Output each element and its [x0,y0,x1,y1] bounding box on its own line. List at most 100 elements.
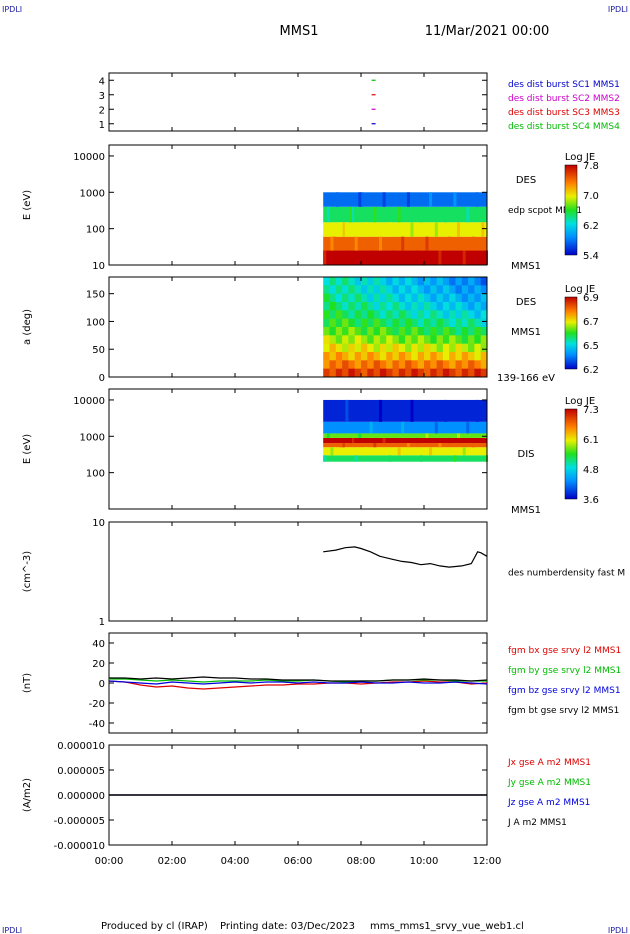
heatmap-cell [430,318,438,328]
heatmap-cell [430,302,438,311]
heatmap-cell [406,192,410,207]
heatmap-cell [342,327,349,336]
heatmap-cell [342,285,349,295]
y-tick-label: -20 [89,699,105,710]
panel-label-bottom: MMS1 [511,505,541,516]
y-tick-label: 0.000010 [57,741,105,752]
y-tick-label: 3 [99,91,105,102]
corner-label-bottom-right: IPDLI [608,926,628,934]
heatmap-cell [430,277,438,286]
heatmap-cell [354,310,362,320]
heatmap-cell [392,335,400,345]
heatmap-cell [329,327,337,336]
heatmap-cell [388,222,392,237]
heatmap-cell [354,302,362,311]
heatmap-cell [434,222,438,237]
heatmap-cell [348,285,356,295]
legend-entry: J A m2 MMS1 [507,818,567,828]
heatmap-cell [348,327,356,336]
heatmap-cell [358,192,362,207]
heatmap-cell [455,327,463,336]
heatmap-cell [386,285,393,295]
heatmap-cell [348,293,356,303]
heatmap-cell [401,421,405,434]
heatmap-cell [354,318,362,328]
heatmap-cell [354,335,362,345]
heatmap-cell [379,293,387,303]
heatmap-cell [379,368,387,378]
heatmap-cell [386,352,393,361]
heatmap-cell [361,352,368,361]
heatmap-cell [442,335,450,345]
heatmap-cell [342,318,349,328]
heatmap-cell [434,421,438,434]
series-line [109,678,487,683]
heatmap-cell [354,277,362,286]
heatmap-cell [386,293,393,303]
heatmap-cell [449,368,456,378]
y-axis-label: (nT) [22,673,33,693]
heatmap-cell [329,368,337,378]
heatmap-cell [342,343,349,353]
heatmap-cell [468,302,475,311]
colorbar-tick-label: 6.7 [583,317,599,328]
heatmap-cell [405,310,412,320]
legend-entry: Jy gse A m2 MMS1 [507,778,591,788]
heatmap-cell [373,327,381,336]
heatmap-band [323,433,487,438]
legend-entry: des numberdensity fast M [508,569,625,579]
heatmap-cell [367,310,375,320]
heatmap-cell [411,335,419,345]
heatmap-cell [361,335,368,345]
heatmap-cell [417,318,425,328]
heatmap-cell [339,443,343,448]
heatmap-cell [484,455,488,462]
heatmap-cell [323,293,330,303]
heatmap-cell [455,302,463,311]
heatmap-cell [442,352,450,361]
heatmap-cell [424,368,431,378]
heatmap-cell [367,293,375,303]
heatmap-cell [367,368,375,378]
heatmap-cell [342,277,349,286]
heatmap-cell [430,343,438,353]
heatmap-cell [323,327,330,336]
heatmap-cell [480,368,488,378]
y-tick-label: 10 [92,518,105,529]
heatmap-cell [417,327,425,336]
panel-label-bottom: MMS1 [511,261,541,272]
heatmap-cell [379,318,387,328]
heatmap-band [323,206,487,223]
heatmap-cell [472,236,475,251]
y-tick-label: 20 [92,659,105,670]
panel-label-right: DIS [518,449,535,460]
heatmap-cell [455,352,463,361]
heatmap-cell [430,310,438,320]
heatmap-cell [354,236,358,251]
heatmap-cell [455,335,463,345]
heatmap-cell [335,352,343,361]
heatmap-cell [361,285,368,295]
legend-entry: des dist burst SC2 MMS2 [508,94,620,104]
heatmap-cell [447,236,451,251]
y-tick-label: 10000 [73,396,105,407]
legend-entry: Jx gse A m2 MMS1 [507,758,591,768]
heatmap-cell [367,335,375,345]
heatmap-cell [468,285,475,295]
heatmap-cell [367,352,375,361]
heatmap-cell [480,335,488,345]
heatmap-cell [354,327,362,336]
heatmap-cell [449,310,456,320]
heatmap-cell [361,360,368,370]
heatmap-cell [438,443,442,448]
heatmap-cell [329,310,337,320]
heatmap-cell [379,399,382,422]
heatmap-cell [354,360,362,370]
heatmap-cell [442,343,450,353]
heatmap-cell [335,277,343,286]
heatmap-cell [373,343,381,353]
heatmap-cell [405,327,412,336]
heatmap-cell [449,327,456,336]
y-axis-label: (cm^-3) [22,551,33,592]
